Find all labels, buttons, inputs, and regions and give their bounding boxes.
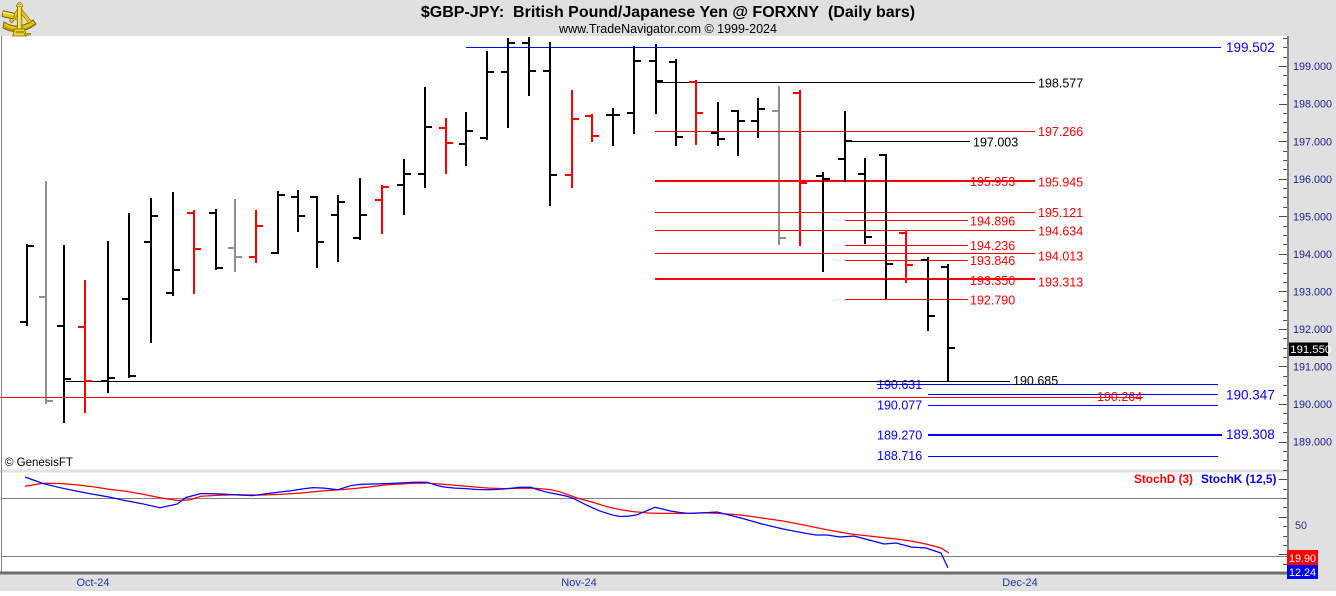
svg-text:194.236: 194.236 — [970, 239, 1015, 253]
svg-text:189.308: 189.308 — [1226, 427, 1275, 442]
svg-text:194.896: 194.896 — [970, 214, 1015, 228]
svg-text:www.TradeNavigator.com © 1999-: www.TradeNavigator.com © 1999-2024 — [558, 22, 777, 36]
svg-text:Oct-24: Oct-24 — [76, 577, 109, 589]
svg-text:Dec-24: Dec-24 — [1002, 577, 1037, 589]
svg-text:50: 50 — [1295, 520, 1307, 532]
svg-text:196.000: 196.000 — [1293, 174, 1332, 186]
svg-text:193.846: 193.846 — [970, 254, 1015, 268]
svg-text:194.634: 194.634 — [1038, 224, 1083, 238]
svg-text:190.000: 190.000 — [1293, 399, 1332, 411]
svg-text:193.313: 193.313 — [1038, 275, 1083, 289]
svg-text:195.945: 195.945 — [1038, 175, 1083, 189]
svg-text:190.264: 190.264 — [1097, 390, 1142, 404]
svg-text:194.013: 194.013 — [1038, 249, 1083, 263]
svg-text:190.347: 190.347 — [1226, 388, 1275, 403]
svg-text:12.24: 12.24 — [1289, 567, 1316, 579]
svg-text:191.000: 191.000 — [1293, 362, 1332, 374]
svg-text:199.000: 199.000 — [1293, 61, 1332, 73]
svg-text:193.000: 193.000 — [1293, 287, 1332, 299]
svg-text:197.000: 197.000 — [1293, 136, 1332, 148]
svg-text:193.350: 193.350 — [970, 274, 1015, 288]
svg-text:197.003: 197.003 — [973, 135, 1018, 149]
svg-text:198.000: 198.000 — [1293, 99, 1332, 111]
svg-text:189.000: 189.000 — [1293, 437, 1332, 449]
svg-text:192.790: 192.790 — [970, 294, 1015, 308]
svg-text:195.000: 195.000 — [1293, 211, 1332, 223]
svg-text:189.270: 189.270 — [877, 428, 922, 442]
svg-text:199.502: 199.502 — [1226, 40, 1275, 55]
svg-text:198.577: 198.577 — [1038, 76, 1083, 90]
svg-text:188.716: 188.716 — [877, 449, 922, 463]
svg-text:192.000: 192.000 — [1293, 324, 1332, 336]
svg-text:194.000: 194.000 — [1293, 249, 1332, 261]
svg-text:191.550: 191.550 — [1290, 344, 1331, 356]
svg-text:StochD (3): StochD (3) — [1134, 472, 1193, 486]
svg-text:195.121: 195.121 — [1038, 206, 1083, 220]
svg-text:© GenesisFT: © GenesisFT — [5, 457, 73, 469]
svg-text:197.266: 197.266 — [1038, 125, 1083, 139]
svg-text:19.90: 19.90 — [1289, 553, 1316, 565]
svg-text:190.077: 190.077 — [877, 399, 922, 413]
svg-text:190.685: 190.685 — [1013, 374, 1058, 388]
svg-text:Nov-24: Nov-24 — [561, 577, 596, 589]
svg-text:StochK (12,5): StochK (12,5) — [1201, 472, 1276, 486]
svg-text:$GBP-JPY: British Pound/Japan: $GBP-JPY: British Pound/Japanese Yen @ F… — [421, 4, 915, 21]
